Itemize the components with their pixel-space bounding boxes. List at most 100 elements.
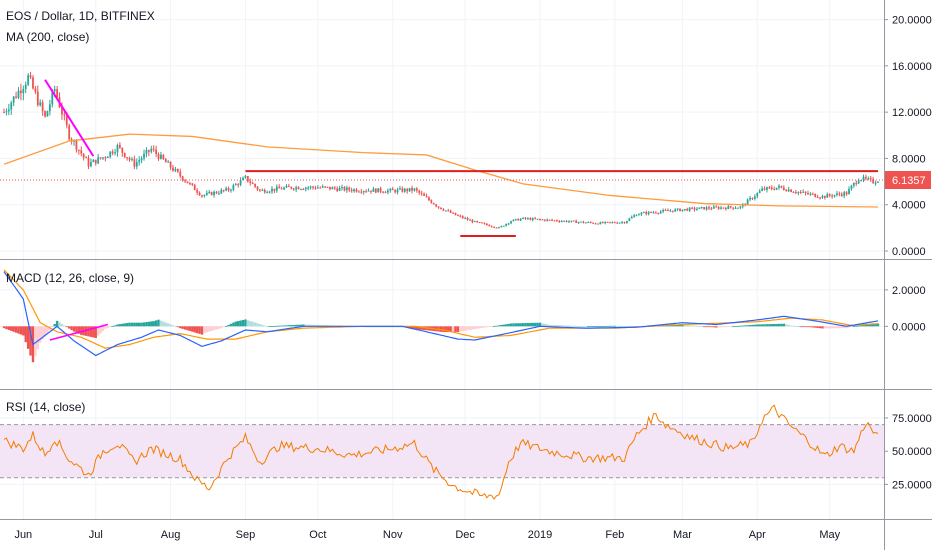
candle-body — [766, 187, 768, 190]
macd-hist-bar — [265, 326, 269, 328]
macd-hist-bar — [485, 326, 489, 328]
candle-body — [512, 219, 515, 222]
rsi-line — [3, 404, 879, 500]
macd-hist-bar — [22, 326, 25, 336]
macd-hist-bar — [828, 326, 831, 329]
candle-body — [495, 227, 498, 229]
candle-body — [394, 190, 397, 193]
candle-body — [488, 225, 491, 227]
macd-hist-bar — [217, 326, 221, 329]
candle-body — [384, 192, 387, 194]
macd-hist-bar — [765, 324, 769, 327]
macd-hist-bar — [620, 326, 624, 327]
candle-body — [604, 221, 607, 224]
trend-line[interactable] — [44, 79, 95, 157]
candle-body — [831, 195, 834, 197]
macd-hist-bar — [75, 326, 78, 333]
last-price-label: 6.1357 — [892, 175, 926, 187]
candle-body — [688, 207, 691, 211]
candle-body — [329, 186, 331, 190]
macd-hist-bar — [471, 326, 474, 330]
macd-hist-bar — [782, 323, 786, 327]
candle-body — [609, 221, 611, 223]
macd-hist-bar — [186, 326, 189, 331]
macd-hist-bar — [92, 326, 95, 338]
candle-body — [418, 190, 421, 193]
candle-body — [845, 192, 848, 195]
candle-body — [46, 111, 49, 117]
price-pane[interactable] — [0, 71, 884, 237]
candle-body — [65, 115, 68, 126]
candle-body — [466, 218, 469, 220]
macd-hist-bar — [797, 326, 800, 327]
macd-hist-bar — [183, 326, 187, 330]
candle-body — [287, 185, 290, 187]
macd-trend-line[interactable] — [49, 323, 109, 341]
candle-body — [773, 188, 776, 190]
candle-body — [164, 159, 167, 163]
macd-hist-bar — [2, 326, 6, 329]
macd-y-tick-label: 2.0000 — [892, 285, 926, 297]
candle-body — [551, 219, 553, 221]
candle-body — [662, 209, 665, 212]
candle-body — [203, 194, 206, 197]
macd-hist-bar — [10, 326, 13, 331]
macd-hist-bar — [741, 325, 744, 327]
macd-hist-bar — [526, 323, 530, 327]
macd-hist-bar — [483, 326, 486, 328]
candle-body — [420, 192, 423, 194]
candle-body — [428, 197, 430, 201]
price-y-tick-label: 16.0000 — [892, 61, 932, 73]
macd-hist-bar — [55, 320, 59, 327]
candle-body — [338, 187, 341, 191]
macd-hist-bar — [789, 325, 793, 327]
macd-hist-bar — [497, 325, 501, 327]
macd-hist-bar — [461, 326, 464, 332]
macd-hist-bar — [258, 324, 262, 327]
candle-body — [790, 189, 792, 192]
macd-hist-bar — [606, 325, 609, 327]
candle-body — [176, 169, 179, 172]
legend-labels: EOS / Dollar, 1D, BITFINEX MA (200, clos… — [6, 9, 155, 414]
macd-hist-bar — [314, 324, 317, 327]
macd-hist-bar — [715, 326, 718, 328]
macd-hist-bar — [444, 326, 448, 333]
macd-hist-bar — [751, 324, 754, 327]
macd-hist-bar — [850, 326, 853, 328]
candle-body — [679, 208, 681, 212]
candle-body — [331, 187, 334, 190]
macd-hist-bar — [874, 323, 877, 327]
macd-hist-bar — [719, 326, 723, 328]
candle-body — [778, 185, 780, 188]
candle-body — [749, 197, 751, 200]
macd-hist-bar — [768, 324, 771, 327]
x-tick-label: Jul — [89, 529, 103, 541]
macd-hist-bar — [302, 324, 305, 327]
macd-pane[interactable] — [2, 269, 880, 363]
macd-hist-bar — [550, 324, 554, 327]
candle-body — [254, 183, 256, 187]
candle-body — [621, 222, 623, 224]
candle-body — [696, 208, 698, 210]
candle-body — [563, 220, 566, 222]
candle-body — [5, 111, 8, 113]
macd-hist-bar — [739, 325, 742, 327]
macd-hist-bar — [809, 326, 812, 328]
candle-body — [517, 218, 520, 221]
rsi-pane[interactable] — [0, 404, 884, 500]
candle-body — [261, 189, 264, 191]
candle-body — [302, 188, 305, 190]
candle-body — [522, 217, 524, 219]
macd-hist-bar — [104, 326, 107, 329]
macd-hist-bar — [133, 322, 136, 327]
macd-hist-bar — [87, 326, 90, 337]
macd-hist-bar — [285, 325, 288, 327]
macd-hist-bar — [833, 326, 836, 329]
macd-hist-bar — [80, 326, 83, 335]
candle-body — [739, 206, 742, 208]
macd-hist-bar — [147, 321, 151, 327]
macd-hist-bar — [152, 321, 155, 327]
candle-body — [12, 96, 15, 103]
